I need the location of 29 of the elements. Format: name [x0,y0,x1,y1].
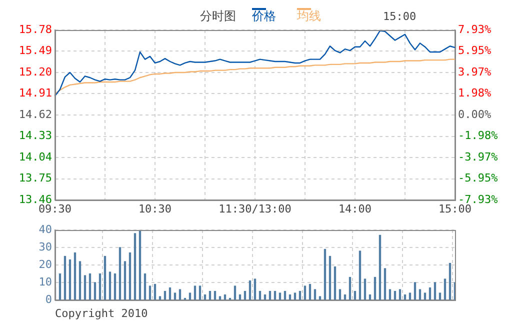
y-tick-label: 30 [38,240,52,254]
y-tick-label: 13.75 [18,172,52,185]
y-tick-label: 14.91 [18,86,52,100]
y2-tick-label: -1.98% [458,129,498,142]
y-tick-label: 14.04 [18,150,52,164]
y-tick-label: 15.49 [18,44,52,58]
y2-tick-label: -5.95% [458,172,498,185]
y2-tick-label: -3.97% [458,150,498,164]
legend-label: 均线 [297,8,321,25]
y-tick-label: 15.78 [18,22,52,36]
y2-tick-label: 5.95% [458,44,492,58]
y-tick-label: 10 [38,275,52,288]
y-tick-label: 0 [45,292,52,306]
y-tick-label: 14.33 [18,129,52,142]
y-tick-label: 15.20 [18,65,52,78]
chart-title: 分时图 [200,8,236,25]
y-tick-label: 40 [38,222,52,236]
x-tick-label: 11:30/13:00 [218,202,292,216]
legend-label: 价格 [252,8,276,25]
y2-tick-label: 3.97% [458,65,492,78]
y2-tick-label: 0.00% [458,108,492,121]
y-tick-label: 20 [38,258,52,271]
text: Copyright 2010 [55,307,148,320]
y2-tick-label: 7.93% [458,22,492,36]
x-tick-label: 14:00 [338,202,372,216]
x-tick-label: 10:30 [138,202,172,216]
text: 15:00 [383,10,416,23]
y-tick-label: 14.62 [18,108,52,121]
y2-tick-label: 1.98% [458,86,492,100]
